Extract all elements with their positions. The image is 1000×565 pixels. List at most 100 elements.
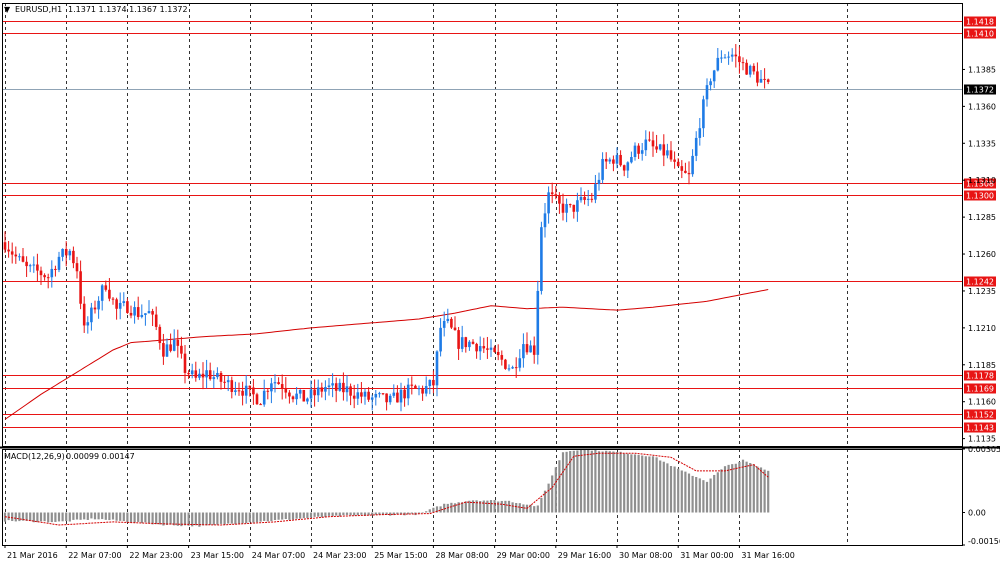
candle — [572, 204, 576, 219]
candle-body — [676, 161, 680, 167]
y-tick-label: 1.1210 — [968, 324, 996, 333]
candle — [529, 340, 532, 353]
candle — [658, 143, 662, 151]
candle-body — [266, 390, 270, 392]
macd-bar — [389, 512, 392, 516]
macd-bar — [205, 512, 208, 526]
candle-body — [100, 285, 104, 301]
candle-body — [136, 307, 140, 317]
y-tick-label: 1.1310 — [968, 176, 996, 185]
candle-body — [666, 150, 669, 156]
candle — [558, 192, 561, 214]
x-tick-label: 29 Mar 00:00 — [497, 551, 550, 560]
candle-body — [356, 392, 360, 399]
macd-bar — [651, 456, 655, 513]
macd-bar — [583, 449, 586, 513]
macd-bar — [378, 512, 381, 515]
macd-bar — [360, 512, 363, 515]
dropdown-arrow-icon[interactable]: ▼ — [4, 5, 11, 14]
macd-bar — [241, 512, 244, 524]
macd-bar — [122, 512, 125, 521]
macd-bar — [385, 512, 388, 515]
candle — [3, 231, 7, 254]
candle — [554, 186, 558, 200]
x-tick-label: 22 Mar 23:00 — [129, 551, 182, 560]
level-badge — [964, 28, 996, 39]
candle — [403, 385, 406, 407]
candle — [511, 365, 514, 370]
candle-body — [464, 337, 468, 348]
macd-bar — [180, 512, 183, 527]
candle — [284, 377, 288, 399]
macd-bar — [630, 454, 633, 513]
candle — [676, 158, 680, 167]
candle — [576, 192, 579, 222]
macd-bar — [216, 512, 219, 525]
candle-body — [435, 351, 439, 386]
y-tick-label: 1.1235 — [968, 287, 996, 296]
candle — [525, 332, 529, 355]
macd-bar — [309, 512, 313, 518]
candle-body — [360, 392, 363, 397]
candle — [439, 318, 442, 357]
panel-frames — [0, 3, 1000, 546]
symbol-label: EURUSD,H1 — [15, 5, 62, 14]
x-tick-label: 31 Mar 16:00 — [741, 551, 794, 560]
macd-bar — [396, 512, 399, 515]
macd-title: MACD(12,26,9) — [4, 452, 65, 461]
candle — [630, 151, 633, 164]
candle-body — [320, 387, 324, 392]
candle-body — [306, 398, 309, 402]
candle-body — [471, 341, 475, 344]
candle — [543, 202, 547, 238]
macd-bar — [453, 503, 457, 513]
macd-bar — [475, 500, 478, 513]
macd-bar — [201, 512, 205, 526]
candle — [57, 251, 61, 273]
level-badge — [964, 370, 996, 381]
candle-body — [759, 78, 763, 83]
candle-body — [39, 270, 43, 276]
candle — [388, 393, 392, 405]
candle-body — [7, 249, 10, 252]
candle-body — [82, 303, 86, 326]
candle — [435, 350, 439, 397]
candle-body — [50, 268, 54, 278]
candle-body — [36, 264, 39, 271]
candle-body — [738, 56, 741, 63]
macd-bar — [342, 512, 345, 516]
candle — [486, 336, 489, 359]
candle — [18, 253, 21, 261]
macd-bar — [687, 473, 691, 513]
candle-body — [86, 322, 90, 326]
candle-body — [705, 85, 709, 100]
candle-body — [460, 337, 464, 349]
macd-bar — [101, 512, 104, 520]
candle-body — [68, 250, 72, 256]
candle — [522, 333, 525, 368]
candle — [648, 131, 651, 142]
level-label: 1.1308 — [966, 180, 994, 189]
candle-body — [367, 391, 370, 400]
macd-bar — [11, 512, 14, 522]
candle-body — [198, 373, 201, 378]
macd-indicator — [3, 449, 770, 527]
candle — [327, 378, 331, 396]
candle-body — [428, 379, 432, 387]
macd-bar — [349, 512, 352, 516]
macd-bar — [327, 512, 331, 516]
candle — [414, 384, 417, 389]
macd-bar — [288, 512, 291, 520]
candle-body — [223, 381, 226, 383]
candle — [392, 384, 396, 398]
candle — [748, 64, 752, 78]
candle — [363, 388, 367, 405]
macd-bar — [594, 449, 597, 513]
macd-bar — [79, 512, 82, 520]
macd-bar — [731, 464, 734, 513]
macd-bar — [108, 512, 111, 521]
y-tick-label: 1.1335 — [968, 139, 996, 148]
macd-bar — [471, 500, 475, 513]
candle — [374, 389, 378, 406]
